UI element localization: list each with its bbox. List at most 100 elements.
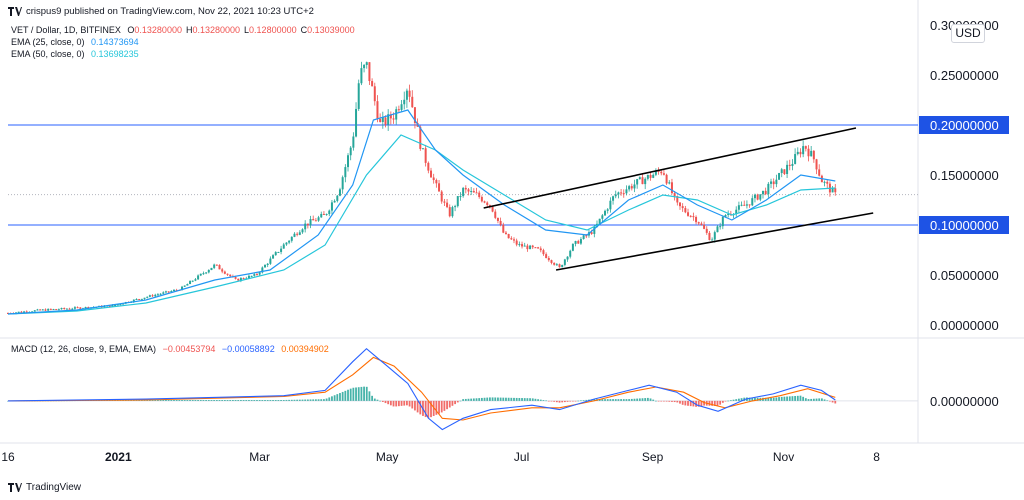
candle-body [143, 297, 146, 299]
candle-body [266, 263, 269, 265]
macd-histogram-bar [668, 400, 671, 402]
macd-histogram-bar [443, 400, 446, 411]
candle-body [711, 239, 714, 241]
ema50-value: 0.13698235 [91, 49, 139, 59]
macd-histogram-bar [427, 400, 430, 419]
macd-histogram-bar [582, 400, 585, 401]
macd-histogram-bar [314, 399, 317, 401]
candle-body [553, 262, 556, 265]
macd-histogram-bar [772, 397, 775, 401]
candle-body [183, 285, 186, 287]
candle-body [523, 245, 526, 247]
footer-brand[interactable]: TradingView [8, 482, 81, 493]
candle-body [826, 181, 829, 184]
macd-axis-tick-label: 0.00000000 [930, 394, 999, 409]
candle-body [247, 275, 250, 279]
candle-body [269, 258, 272, 264]
candle-body [799, 151, 802, 155]
macd-histogram-bar [293, 399, 296, 401]
candle-body [531, 245, 534, 248]
macd-histogram-bar [376, 399, 379, 401]
macd-histogram-bar [834, 400, 837, 404]
candle-body [65, 308, 68, 310]
candle-body [403, 99, 406, 105]
candle-body [314, 220, 317, 222]
candle-body [555, 264, 558, 266]
macd-histogram-bar [515, 397, 518, 401]
ema25-legend[interactable]: EMA (25, close, 0) 0.14373694 [11, 37, 143, 47]
candle-body [368, 62, 371, 82]
candle-body [494, 211, 497, 218]
macd-histogram-bar [644, 398, 647, 401]
macd-histogram-bar [210, 400, 213, 401]
macd-histogram-bar [612, 399, 614, 401]
candle-body [724, 215, 727, 217]
macd-histogram-bar [341, 391, 344, 401]
candle-body [312, 218, 315, 221]
candle-body [499, 220, 502, 225]
macd-histogram-bar [277, 400, 280, 401]
macd-histogram-bar [312, 399, 315, 401]
candle-body [657, 170, 660, 172]
macd-histogram-bar [711, 400, 714, 406]
candle-body [23, 311, 26, 313]
macd-histogram-bar [638, 398, 641, 401]
macd-histogram-bar [601, 399, 604, 401]
candle-body [408, 90, 411, 97]
macd-legend[interactable]: MACD (12, 26, close, 9, EMA, EMA) −0.004… [11, 344, 333, 354]
candle-body [802, 146, 805, 155]
candle-body [108, 305, 111, 307]
macd-histogram-bar [724, 400, 727, 402]
ema50-legend[interactable]: EMA (50, close, 0) 0.13698235 [11, 49, 143, 59]
horizontal-level-label: 0.20000000 [930, 118, 999, 133]
macd-histogram-bar [223, 400, 226, 401]
candle-body [191, 280, 194, 282]
candle-body [582, 235, 585, 240]
macd-histogram-bar [392, 400, 395, 407]
macd-histogram-bar [569, 400, 572, 402]
candle-body [464, 187, 467, 190]
macd-histogram-bar [181, 400, 183, 401]
candle-body [727, 213, 730, 216]
time-axis-tick-label: 16 [1, 450, 15, 464]
macd-histogram-bar [250, 400, 253, 401]
macd-histogram-bar [687, 400, 689, 406]
ema50-line [7, 134, 836, 315]
macd-histogram-bar [371, 395, 374, 401]
symbol-legend[interactable]: VET / Dollar, 1D, BITFINEX O0.13280000 H0… [11, 25, 363, 35]
candle-body [745, 204, 748, 206]
ohlc-key-c: C [300, 25, 308, 35]
candle-body [413, 107, 416, 123]
candle-body [68, 308, 71, 310]
currency-badge[interactable]: USD [951, 24, 985, 43]
candle-body [304, 223, 307, 230]
candle-body [25, 311, 28, 313]
candle-body [285, 242, 288, 245]
candle-body [63, 307, 66, 309]
macd-histogram-bar [518, 397, 521, 401]
candle-body [363, 64, 366, 69]
candle-body [73, 307, 76, 309]
macd-histogram-bar [309, 399, 312, 401]
macd-histogram-bar [486, 397, 489, 401]
candle-body [753, 194, 756, 199]
candle-body [612, 196, 615, 201]
macd-histogram-bar [778, 397, 780, 401]
candle-body [320, 213, 323, 218]
candle-body [761, 190, 764, 195]
candle-body [673, 193, 676, 197]
candle-body [226, 273, 229, 275]
candle-body [440, 191, 443, 202]
macd-histogram-bar [740, 398, 743, 401]
candle-body [764, 190, 767, 195]
macd-histogram-bar [829, 400, 831, 402]
candle-body [435, 180, 438, 184]
horizontal-level-label: 0.10000000 [930, 218, 999, 233]
candle-body [229, 274, 232, 277]
candle-body [357, 83, 360, 109]
macd-histogram-bar [320, 399, 323, 401]
candle-body [676, 196, 679, 203]
candle-body [692, 216, 695, 218]
macd-histogram-bar [256, 400, 258, 401]
candle-body [360, 68, 363, 84]
